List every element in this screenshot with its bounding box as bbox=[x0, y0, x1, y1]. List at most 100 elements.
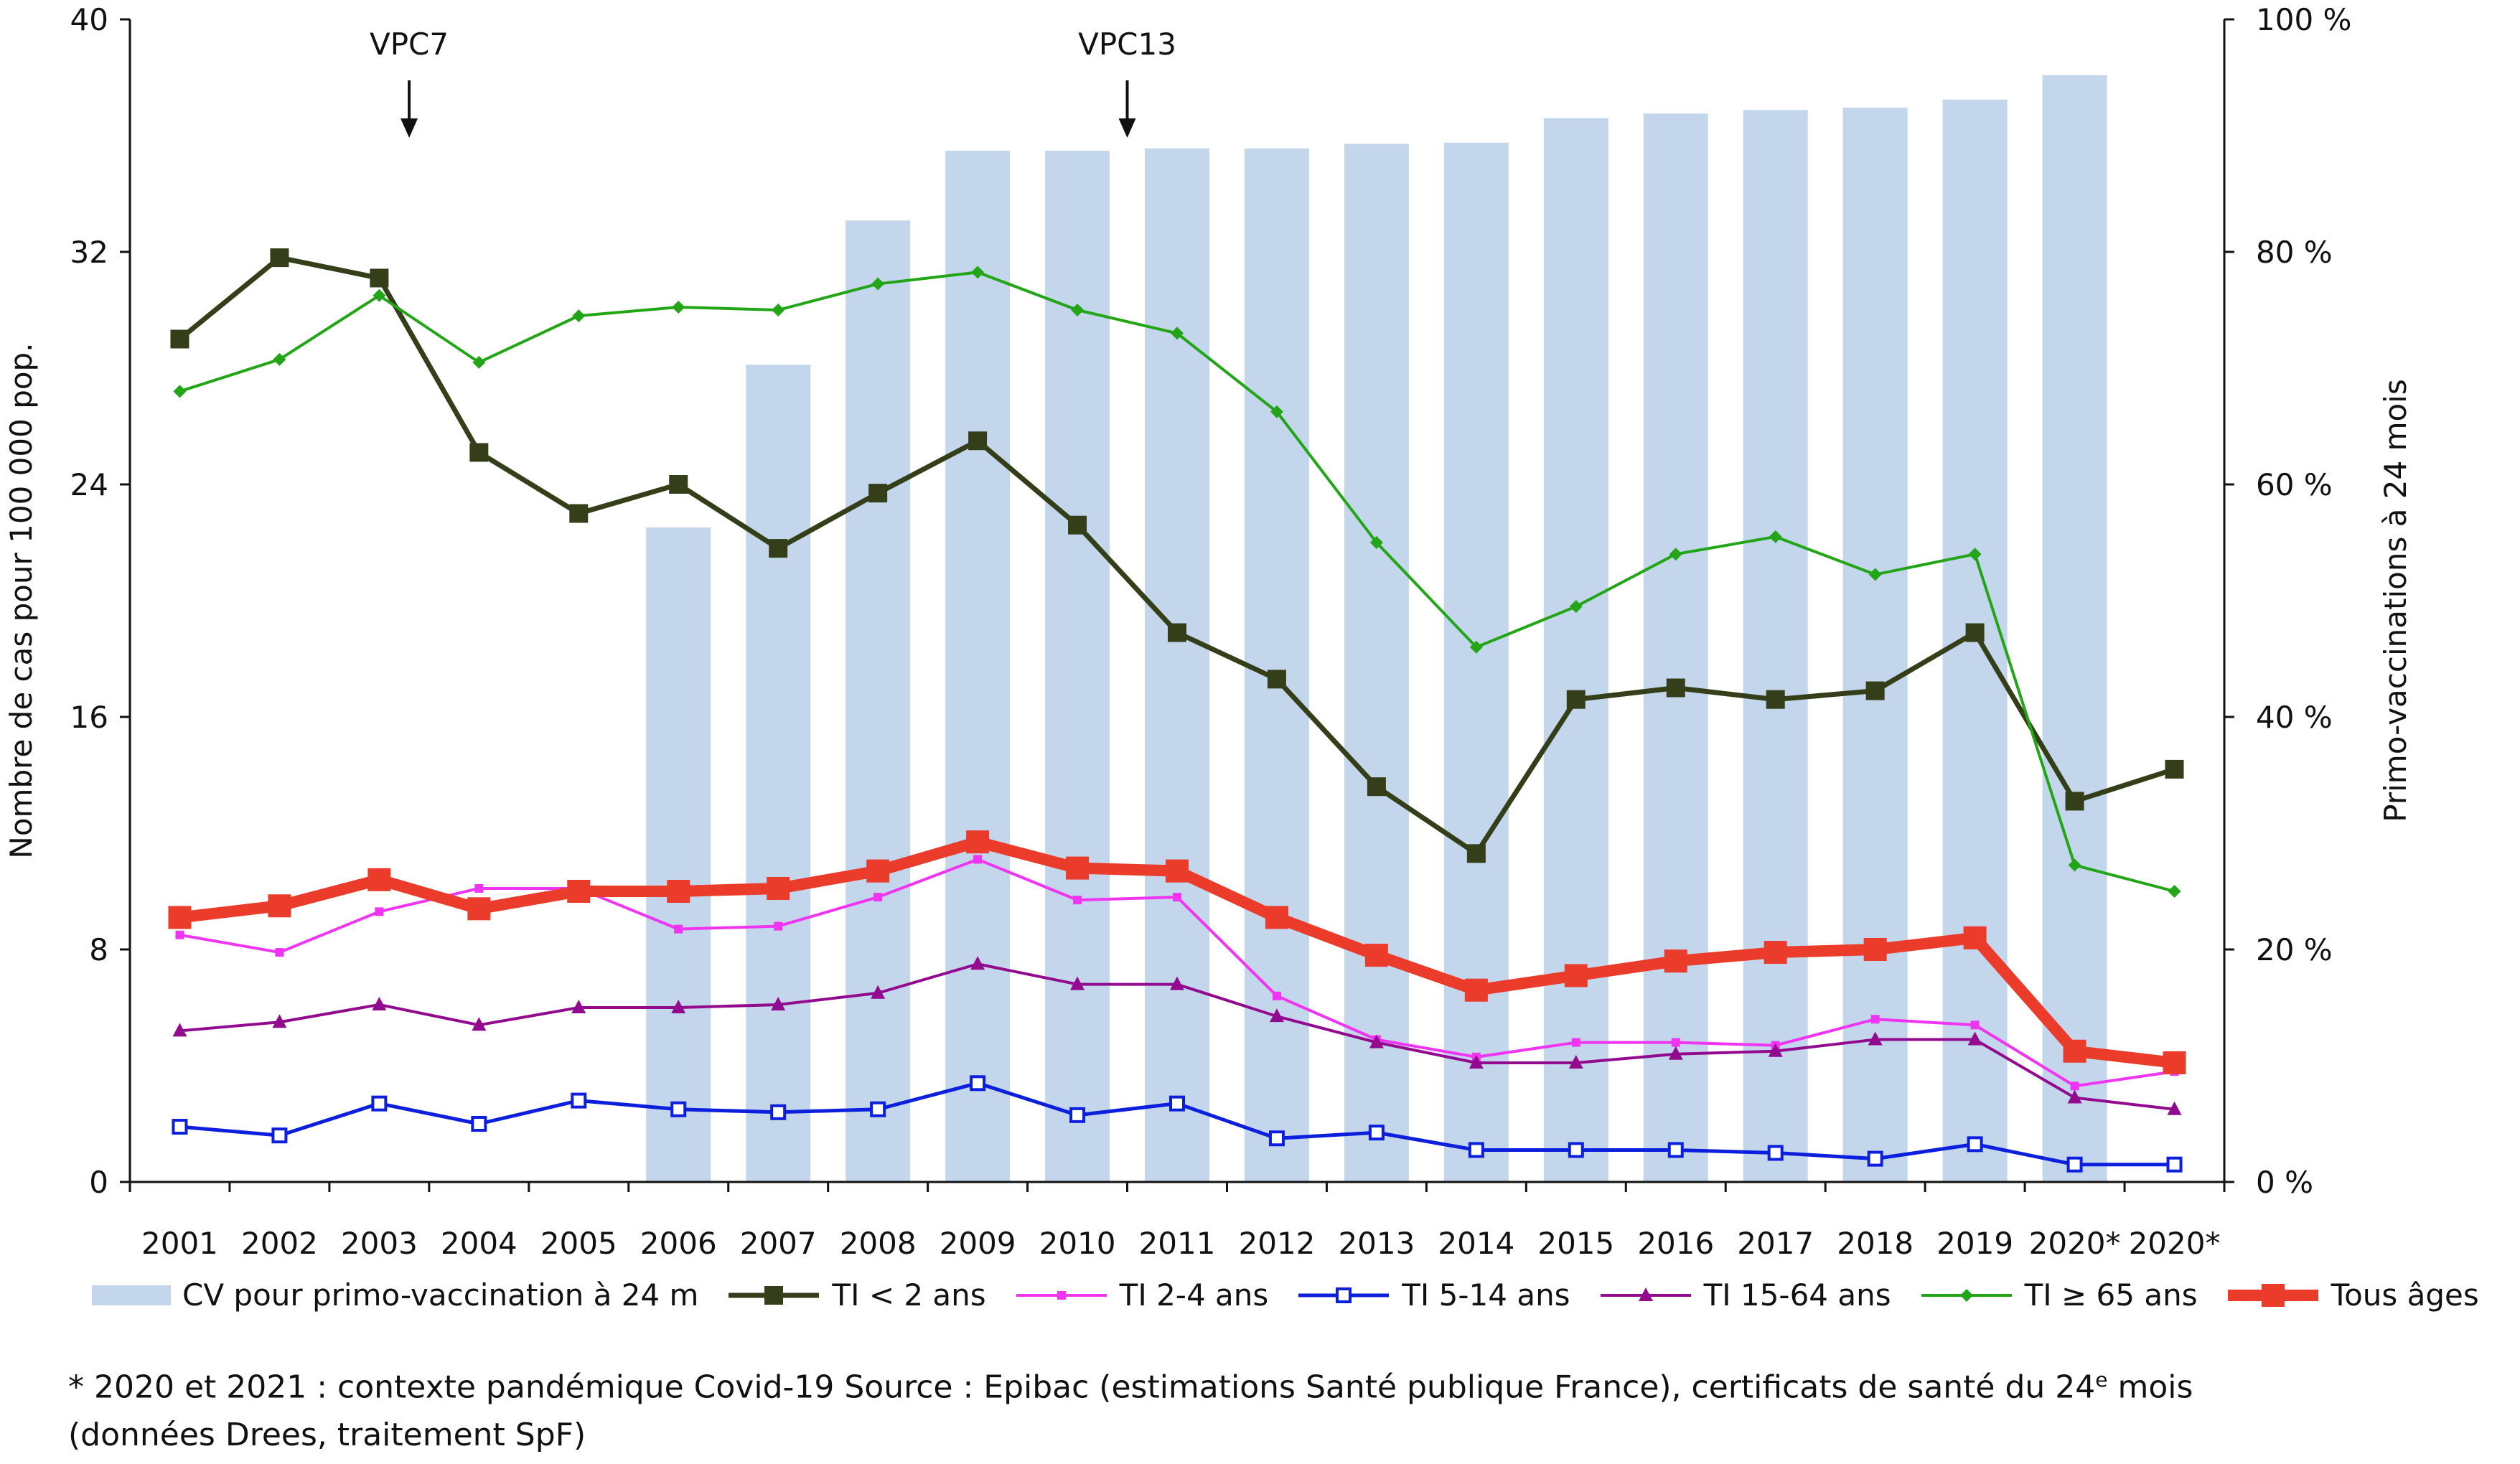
series-2-point-1 bbox=[271, 1127, 288, 1144]
bar-10 bbox=[1145, 148, 1209, 1182]
series-1-point-9 bbox=[1073, 896, 1082, 905]
series-0-point-18 bbox=[1965, 623, 1985, 642]
bars-layer bbox=[646, 75, 2107, 1183]
series-4-point-19 bbox=[2068, 858, 2081, 872]
series-5-point-1 bbox=[268, 894, 291, 918]
bar-11 bbox=[1244, 148, 1309, 1182]
series-2-point-19 bbox=[2066, 1156, 2083, 1173]
series-4-point-17 bbox=[1868, 568, 1882, 581]
series-2-point-5 bbox=[670, 1101, 687, 1117]
series-0-point-9 bbox=[1068, 515, 1087, 535]
legend-label-6: Tous âges bbox=[2331, 1277, 2479, 1313]
footnote-line2: (données Drees, traitement SpF) bbox=[68, 1416, 586, 1453]
series-3-point-14 bbox=[1568, 1054, 1583, 1069]
x-tick-label-4: 2005 bbox=[540, 1226, 617, 1261]
series-3-point-6 bbox=[771, 996, 786, 1010]
series-3-point-19 bbox=[2067, 1089, 2082, 1104]
series-2-point-4 bbox=[571, 1092, 587, 1109]
y-left-title: Nombre de cas pour 100 000 pop. bbox=[4, 342, 39, 858]
series-4-point-7 bbox=[871, 277, 885, 291]
legend-item-3: TI 5-14 ans bbox=[1297, 1277, 1570, 1313]
series-2-point-8 bbox=[970, 1075, 986, 1092]
series-0-point-0 bbox=[170, 329, 189, 349]
series-5-point-17 bbox=[1863, 938, 1887, 961]
legend-swatch-6 bbox=[2227, 1283, 2318, 1307]
y-right-tick-label-5: 100 % bbox=[2256, 2, 2351, 37]
legend-label-1: TI < 2 ans bbox=[832, 1277, 986, 1313]
x-tick-label-3: 2004 bbox=[441, 1226, 517, 1261]
legend-item-0: CV pour primo-vaccination à 24 m bbox=[92, 1277, 698, 1313]
series-0-point-15 bbox=[1666, 678, 1685, 698]
bar-14 bbox=[1543, 118, 1608, 1183]
series-4-point-0 bbox=[173, 385, 187, 398]
y-left-tick-label-1: 8 bbox=[89, 932, 108, 967]
series-3-point-9 bbox=[1070, 976, 1085, 990]
legend-item-5: TI ≥ 65 ans bbox=[1920, 1277, 2198, 1313]
series-3-point-7 bbox=[871, 985, 886, 999]
series-5-point-4 bbox=[567, 880, 591, 903]
axes-layer bbox=[128, 19, 2226, 1183]
series-0-point-10 bbox=[1168, 623, 1186, 642]
legend-item-6: Tous âges bbox=[2226, 1277, 2479, 1313]
legend-marker-4 bbox=[1638, 1287, 1653, 1301]
series-2-point-15 bbox=[1667, 1142, 1684, 1158]
series-5-point-14 bbox=[1564, 964, 1588, 987]
x-tick-label-13: 2014 bbox=[1438, 1226, 1514, 1261]
series-3-point-1 bbox=[272, 1014, 287, 1028]
bar-17 bbox=[1842, 108, 1908, 1182]
x-tick-label-8: 2009 bbox=[940, 1226, 1016, 1261]
series-0-point-1 bbox=[270, 248, 289, 268]
series-5-point-13 bbox=[1464, 978, 1488, 1002]
legend: CV pour primo-vaccination à 24 m TI < 2 a… bbox=[92, 1277, 2508, 1313]
series-1-point-8 bbox=[973, 855, 983, 864]
x-tick-label-0: 2001 bbox=[141, 1226, 218, 1261]
x-tick-label-16: 2017 bbox=[1737, 1226, 1814, 1261]
legend-marker-2 bbox=[1057, 1290, 1066, 1300]
series-5-point-18 bbox=[1963, 926, 1987, 949]
legend-bar-swatch bbox=[92, 1285, 171, 1305]
series-2-point-10 bbox=[1169, 1095, 1185, 1112]
series-5-point-8 bbox=[966, 830, 990, 854]
series-1-point-2 bbox=[375, 907, 384, 916]
x-tick-label-15: 2016 bbox=[1637, 1226, 1714, 1261]
series-0-point-5 bbox=[669, 475, 688, 494]
y-left-tick-label-0: 0 bbox=[89, 1165, 108, 1200]
series-5-point-10 bbox=[1166, 859, 1189, 883]
series-1-point-15 bbox=[1671, 1038, 1680, 1047]
series-1-point-11 bbox=[1272, 991, 1281, 1000]
legend-label-4: TI 15-64 ans bbox=[1703, 1277, 1891, 1313]
x-tick-label-19: 2020* bbox=[2029, 1226, 2121, 1261]
legend-label-2: TI 2-4 ans bbox=[1119, 1277, 1269, 1313]
x-tick-label-12: 2013 bbox=[1338, 1226, 1415, 1261]
series-4-point-12 bbox=[1369, 536, 1383, 549]
series-5-point-20 bbox=[2163, 1051, 2186, 1074]
series-0-point-19 bbox=[2065, 792, 2084, 811]
series-3-point-5 bbox=[671, 1000, 686, 1013]
y-left-tick-label-3: 24 bbox=[70, 467, 108, 502]
series-2-point-0 bbox=[172, 1119, 188, 1135]
series-4-point-13 bbox=[1469, 640, 1483, 654]
chart-svg: 0 8 16 24 32 40 0 % 20 % 40 % 60 % 80 % 100 % 2001 20… bbox=[4, 2, 2413, 1261]
series-3-point-15 bbox=[1668, 1046, 1683, 1060]
bar-12 bbox=[1344, 144, 1409, 1183]
footnote: * 2020 et 2021 : contexte pandémique Cov… bbox=[68, 1356, 2494, 1459]
x-tick-label-5: 2006 bbox=[640, 1226, 717, 1261]
series-1-point-1 bbox=[275, 948, 284, 957]
series-3-point-13 bbox=[1469, 1054, 1484, 1069]
legend-item-4: TI 15-64 ans bbox=[1599, 1277, 1891, 1313]
series-3-point-12 bbox=[1369, 1034, 1384, 1048]
series-5-point-16 bbox=[1763, 941, 1787, 965]
y-right-tick-label-2: 40 % bbox=[2256, 700, 2333, 735]
y-right-tick-label-1: 20 % bbox=[2256, 932, 2333, 967]
bar-13 bbox=[1443, 142, 1509, 1183]
lines-layer bbox=[168, 248, 2186, 1173]
series-0-point-3 bbox=[469, 443, 489, 462]
series-5-point-19 bbox=[2063, 1039, 2086, 1063]
series-3-point-16 bbox=[1768, 1043, 1783, 1057]
series-3-point-2 bbox=[372, 996, 387, 1010]
legend-swatch-0 bbox=[92, 1285, 171, 1305]
x-tick-label-7: 2008 bbox=[840, 1226, 917, 1261]
bar-15 bbox=[1643, 113, 1708, 1183]
legend-swatch-5 bbox=[1921, 1288, 2012, 1302]
series-1-point-19 bbox=[2070, 1081, 2079, 1091]
